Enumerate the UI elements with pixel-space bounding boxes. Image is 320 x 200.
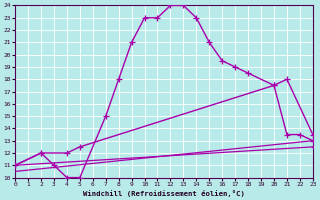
X-axis label: Windchill (Refroidissement éolien,°C): Windchill (Refroidissement éolien,°C) <box>83 190 245 197</box>
